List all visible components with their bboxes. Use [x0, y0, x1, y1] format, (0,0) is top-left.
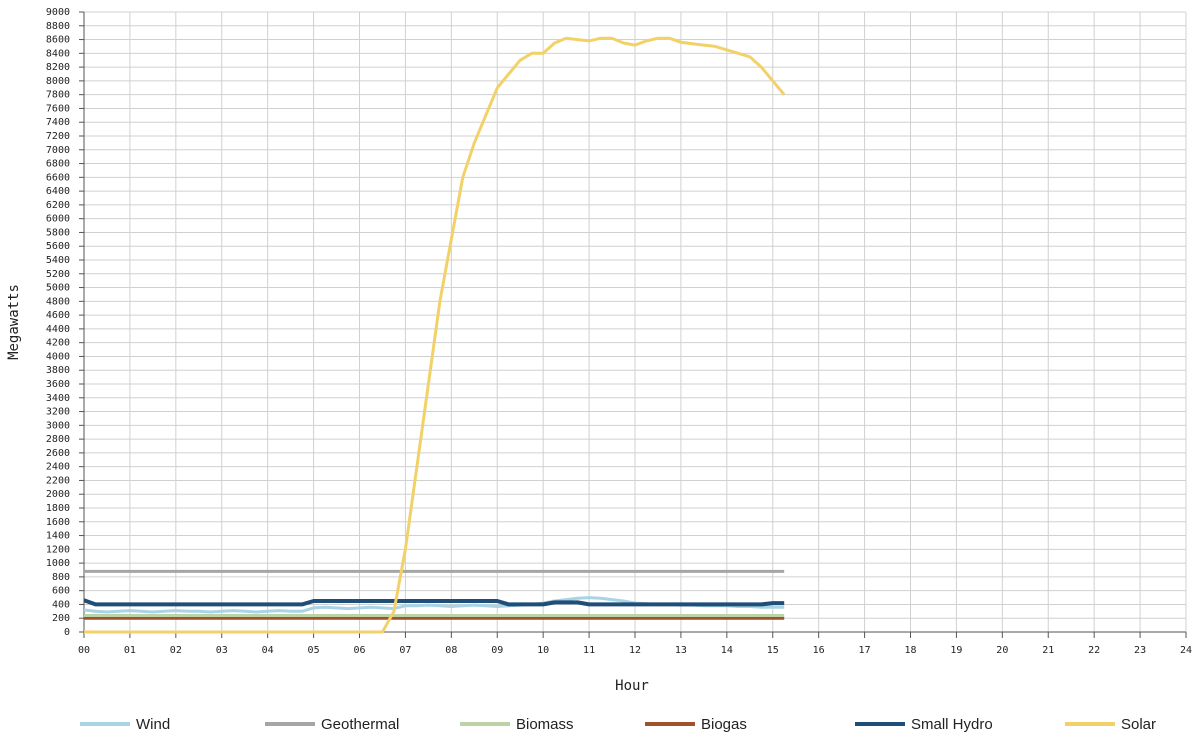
y-tick-label: 600 [52, 586, 70, 597]
y-tick-label: 8400 [46, 48, 70, 59]
y-tick-label: 2600 [46, 448, 70, 459]
y-tick-label: 3400 [46, 393, 70, 404]
x-tick-label: 24 [1180, 645, 1192, 656]
x-tick-label: 21 [1042, 645, 1054, 656]
legend-label: Wind [136, 716, 170, 733]
y-tick-label: 6800 [46, 159, 70, 170]
y-tick-label: 1800 [46, 503, 70, 514]
y-tick-label: 1400 [46, 531, 70, 542]
legend-label: Small Hydro [911, 716, 993, 733]
y-tick-label: 6200 [46, 200, 70, 211]
y-tick-label: 3200 [46, 407, 70, 418]
legend-label: Solar [1121, 716, 1156, 733]
y-tick-label: 2000 [46, 489, 70, 500]
x-tick-label: 14 [721, 645, 733, 656]
y-tick-label: 9000 [46, 7, 70, 18]
series-line [83, 598, 785, 607]
x-tick-label: 09 [491, 645, 503, 656]
y-tick-label: 7200 [46, 131, 70, 142]
y-tick-label: 1600 [46, 517, 70, 528]
x-tick-label: 10 [537, 645, 549, 656]
y-tick-label: 4400 [46, 324, 70, 335]
y-tick-label: 5200 [46, 269, 70, 280]
y-tick-label: 2400 [46, 462, 70, 473]
y-tick-label: 5400 [46, 255, 70, 266]
legend-label: Biogas [701, 716, 747, 733]
x-tick-label: 23 [1134, 645, 1146, 656]
x-tick-label: 03 [216, 645, 228, 656]
y-tick-label: 2200 [46, 475, 70, 486]
x-tick-label: 16 [813, 645, 825, 656]
y-tick-label: 7400 [46, 117, 70, 128]
x-tick-label: 01 [124, 645, 136, 656]
y-tick-label: 400 [52, 599, 70, 610]
y-tick-label: 7000 [46, 145, 70, 156]
y-tick-label: 4000 [46, 351, 70, 362]
y-tick-label: 7600 [46, 103, 70, 114]
y-tick-label: 8600 [46, 35, 70, 46]
x-tick-label: 20 [996, 645, 1008, 656]
y-tick-label: 3600 [46, 379, 70, 390]
x-tick-label: 08 [445, 645, 457, 656]
y-tick-label: 800 [52, 572, 70, 583]
x-axis-label: Hour [615, 678, 649, 694]
legend-label: Biomass [516, 716, 574, 733]
y-tick-label: 5800 [46, 227, 70, 238]
x-tick-label: 12 [629, 645, 641, 656]
y-tick-label: 3800 [46, 365, 70, 376]
x-tick-label: 07 [399, 645, 411, 656]
y-tick-label: 8000 [46, 76, 70, 87]
x-tick-label: 06 [353, 645, 365, 656]
y-tick-label: 4800 [46, 296, 70, 307]
x-tick-label: 17 [859, 645, 871, 656]
x-tick-label: 04 [262, 645, 274, 656]
y-tick-label: 4200 [46, 338, 70, 349]
y-tick-label: 6400 [46, 186, 70, 197]
y-tick-label: 5600 [46, 241, 70, 252]
y-tick-label: 5000 [46, 283, 70, 294]
x-tick-label: 11 [583, 645, 595, 656]
y-tick-label: 7800 [46, 90, 70, 101]
x-tick-label: 22 [1088, 645, 1100, 656]
x-tick-label: 05 [308, 645, 320, 656]
x-tick-label: 02 [170, 645, 182, 656]
y-tick-label: 6000 [46, 214, 70, 225]
x-tick-label: 13 [675, 645, 687, 656]
y-tick-label: 1000 [46, 558, 70, 569]
y-tick-label: 2800 [46, 434, 70, 445]
y-tick-label: 0 [64, 627, 70, 638]
legend-label: Geothermal [321, 716, 399, 733]
x-tick-label: 19 [950, 645, 962, 656]
series-line [84, 36, 786, 634]
y-tick-label: 4600 [46, 310, 70, 321]
y-tick-label: 8200 [46, 62, 70, 73]
x-tick-label: 15 [767, 645, 779, 656]
x-tick-label: 00 [78, 645, 90, 656]
y-tick-label: 1200 [46, 544, 70, 555]
y-axis-label: Megawatts [6, 284, 22, 360]
y-tick-label: 6600 [46, 172, 70, 183]
x-tick-label: 18 [904, 645, 916, 656]
y-tick-label: 8800 [46, 21, 70, 32]
y-tick-label: 200 [52, 613, 70, 624]
y-tick-label: 3000 [46, 420, 70, 431]
